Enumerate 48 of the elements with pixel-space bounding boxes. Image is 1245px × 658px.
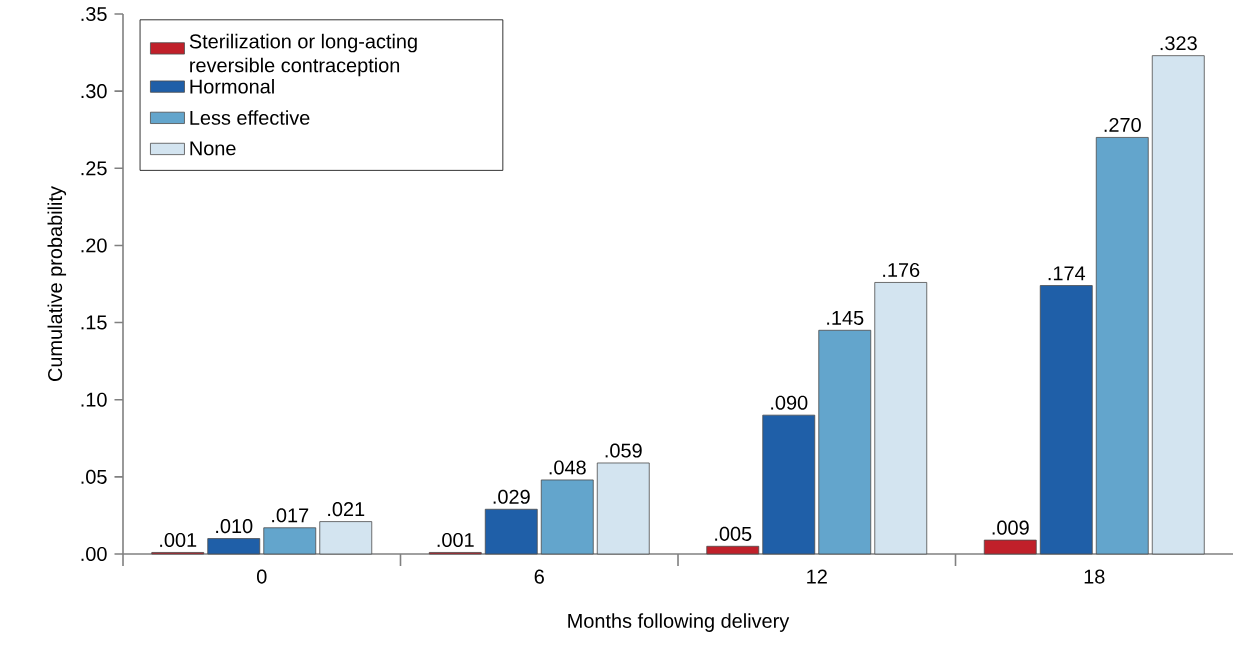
x-tick-label: 6 — [534, 569, 544, 584]
data-label: .001 — [437, 532, 474, 548]
data-label: .176 — [883, 262, 920, 278]
data-label: .270 — [1104, 117, 1141, 133]
y-tick-label: .35 — [81, 6, 107, 22]
x-tick-label: 18 — [1084, 569, 1105, 584]
bar — [706, 545, 760, 555]
data-label: .005 — [715, 526, 752, 541]
x-tick-label: 12 — [807, 569, 827, 584]
bar — [540, 479, 594, 555]
data-label: .001 — [160, 532, 197, 548]
x-tick-label: 0 — [256, 569, 267, 584]
x-axis-title: Months following delivery — [568, 613, 790, 632]
legend-label: None — [190, 141, 236, 156]
data-label: .021 — [328, 502, 365, 517]
bar — [1095, 137, 1149, 555]
data-label: .059 — [605, 443, 642, 458]
y-tick-label: .25 — [81, 161, 107, 176]
y-tick-label: .30 — [81, 84, 107, 99]
bar — [207, 538, 261, 555]
data-label: .323 — [1160, 36, 1197, 51]
bar — [484, 508, 538, 555]
y-tick-label: .20 — [81, 238, 107, 253]
data-label: .010 — [216, 519, 253, 534]
bar — [1039, 285, 1093, 555]
bar — [1151, 55, 1205, 555]
data-label: .009 — [992, 520, 1029, 535]
data-label: .174 — [1048, 266, 1086, 281]
data-label: .017 — [272, 508, 309, 523]
data-label: .145 — [827, 310, 864, 325]
bar — [874, 282, 928, 555]
bar — [983, 539, 1037, 555]
y-tick-label: .15 — [81, 315, 107, 330]
y-axis-title: Cumulative probability — [47, 186, 67, 382]
data-label: .029 — [493, 489, 530, 504]
y-tick-label: .05 — [81, 469, 107, 484]
data-label: .048 — [549, 460, 586, 475]
bar — [596, 462, 650, 555]
legend-label: Hormonal — [190, 78, 274, 94]
bar — [263, 527, 317, 555]
legend-label: Sterilization or long-acting reversible contraception — [189, 33, 417, 77]
y-tick-label: .10 — [81, 392, 107, 407]
data-label: .090 — [771, 395, 808, 410]
bar — [319, 521, 373, 555]
bar — [818, 329, 872, 555]
legend-label: Less effective — [190, 110, 310, 125]
y-tick-label: .00 — [81, 546, 107, 562]
bar — [762, 414, 816, 555]
